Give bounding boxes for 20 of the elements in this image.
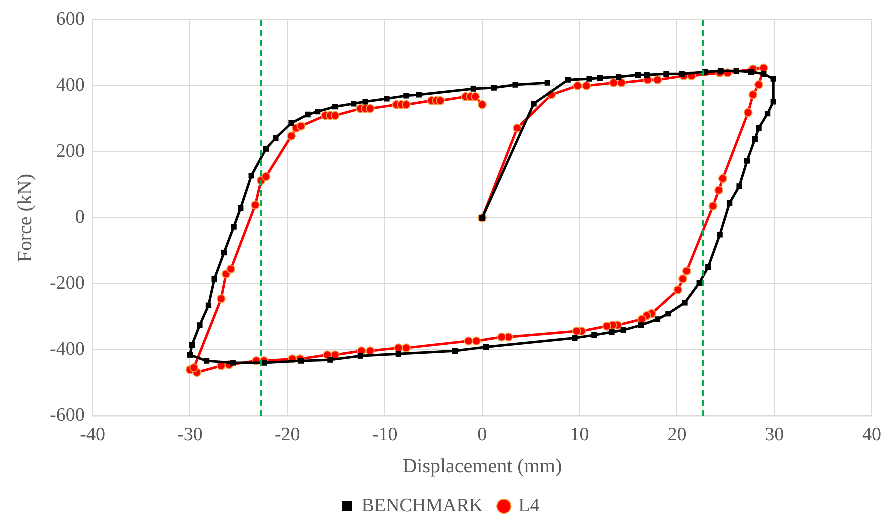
y-tick-label: -200 bbox=[50, 273, 85, 294]
x-tick-label: 40 bbox=[862, 424, 882, 446]
x-tick-label: -30 bbox=[178, 424, 203, 446]
x-tick-label: 0 bbox=[478, 424, 488, 446]
y-axis-title: Force (kN) bbox=[14, 174, 36, 262]
x-tick-label: -20 bbox=[274, 424, 300, 446]
legend-label: L4 bbox=[518, 495, 540, 516]
y-tick-label: 400 bbox=[56, 75, 85, 96]
y-tick-label: 600 bbox=[56, 8, 85, 30]
x-tick-label: -10 bbox=[372, 424, 398, 446]
x-tick-label: 30 bbox=[765, 424, 784, 446]
y-tick-label: 0 bbox=[75, 207, 85, 228]
y-tick-label: -400 bbox=[50, 339, 85, 360]
y-tick-label: 200 bbox=[56, 141, 85, 162]
x-tick-label: -40 bbox=[80, 424, 106, 446]
legend-label: BENCHMARK bbox=[362, 495, 484, 516]
x-tick-label: 10 bbox=[570, 424, 590, 446]
x-axis-title: Displacement (mm) bbox=[402, 455, 562, 478]
y-tick-label: -600 bbox=[50, 405, 85, 426]
x-tick-label: 20 bbox=[668, 424, 687, 446]
